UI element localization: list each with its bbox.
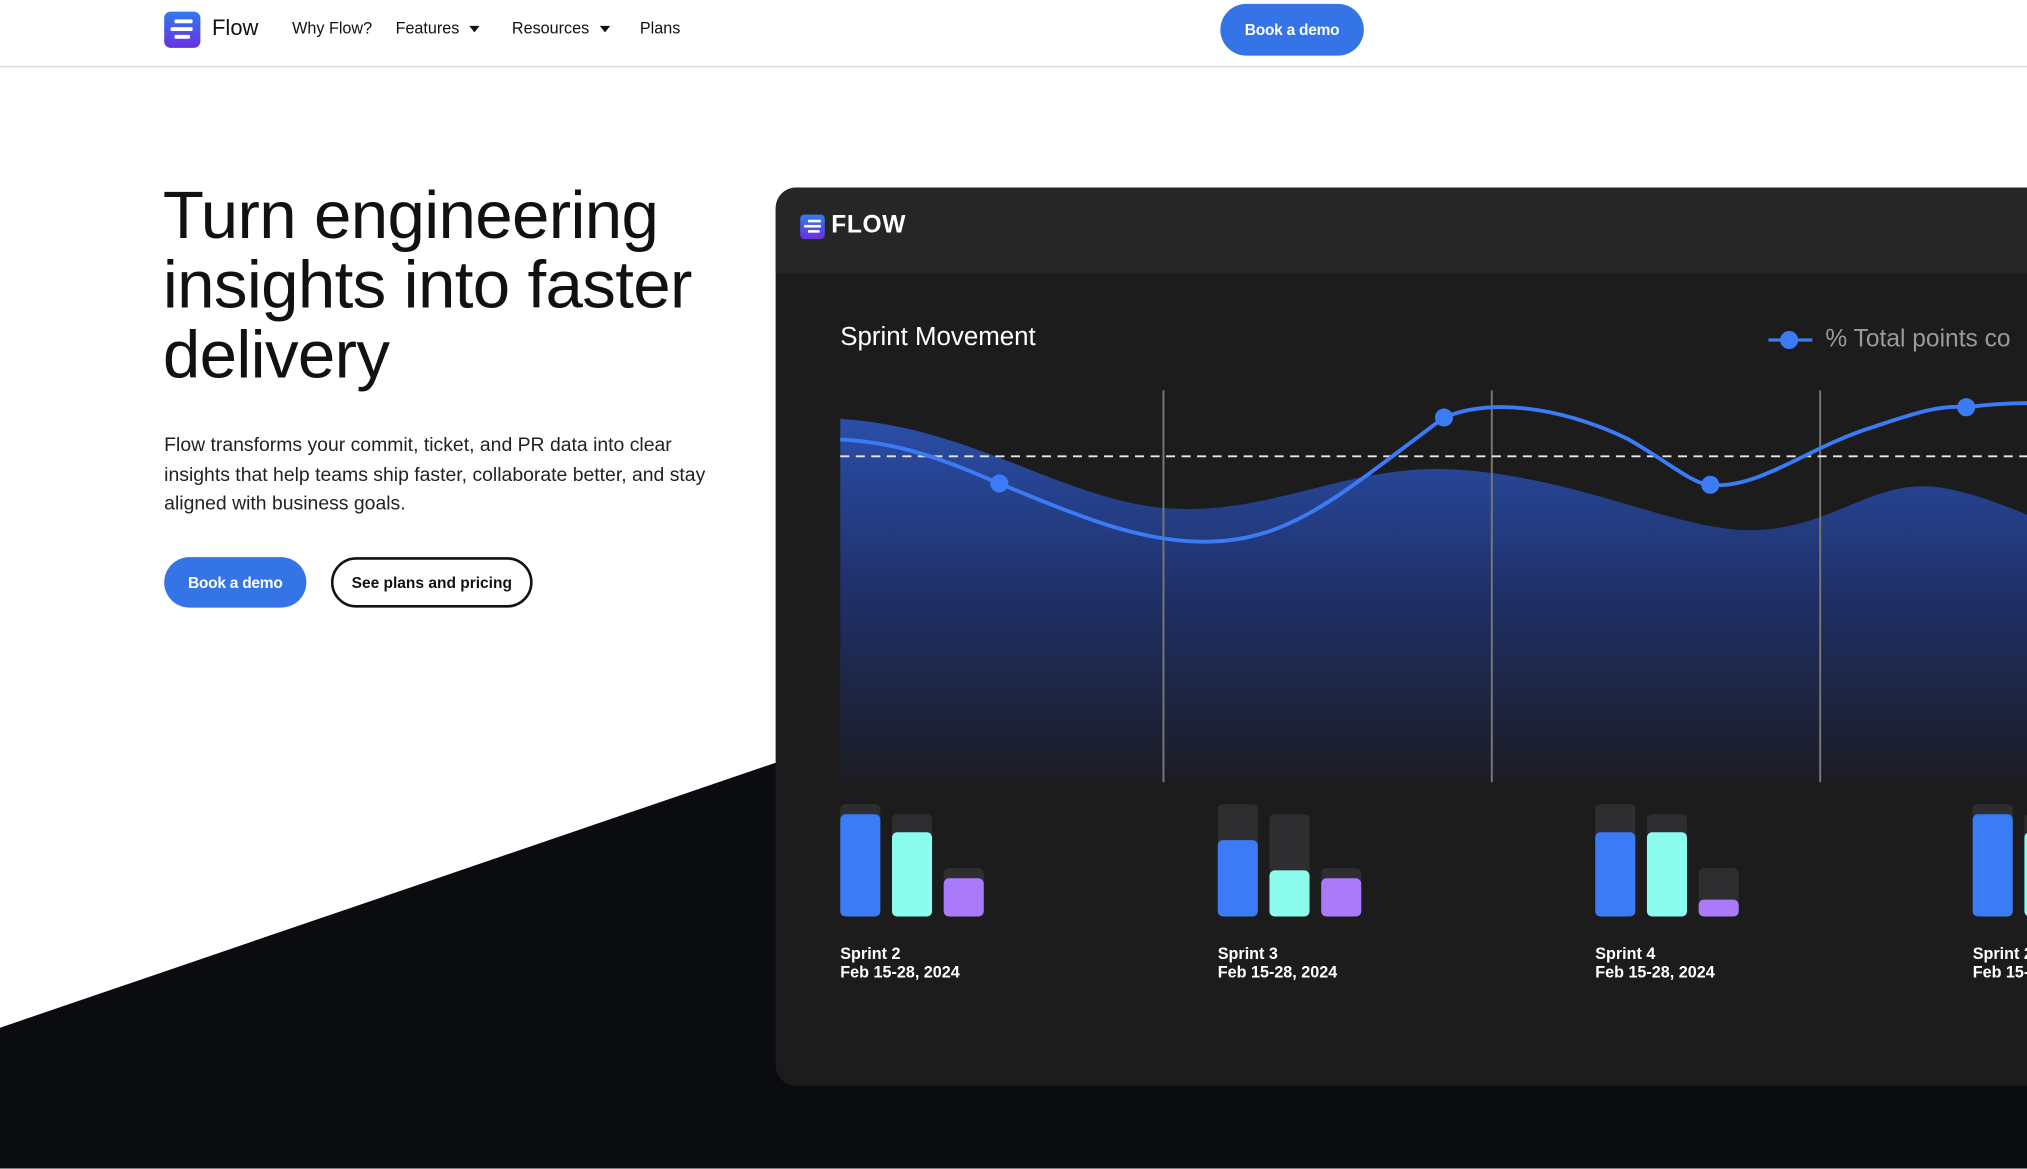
sprint-name: Sprint 2 [1972, 944, 2027, 964]
bar[interactable] [1595, 832, 1636, 917]
bar[interactable] [1269, 870, 1310, 917]
flow-logo-icon[interactable] [164, 11, 201, 48]
bar[interactable] [1698, 899, 1739, 917]
line-series [840, 401, 2027, 544]
bar[interactable] [2024, 832, 2027, 916]
nav-resources-label: Resources [511, 19, 590, 38]
bar[interactable] [1217, 840, 1258, 917]
sprint-name: Sprint 2 [840, 944, 901, 964]
line-point[interactable] [1701, 475, 1720, 494]
bar[interactable] [840, 814, 881, 917]
sprint-label: Sprint 2 Feb 15-28, 2024 [840, 945, 959, 981]
top-nav: Flow Why Flow? Features Resources Plans … [0, 0, 2027, 68]
line-point[interactable] [1957, 398, 1976, 417]
see-plans-button[interactable]: See plans and pricing [330, 557, 533, 608]
hero-title: Turn engineering insights into faster de… [162, 178, 693, 393]
panel-brand: FLOW [831, 212, 907, 240]
chart-legend: % Total points co [1768, 325, 2011, 354]
nav-book-demo-button[interactable]: Book a demo [1220, 3, 1364, 56]
sprint-name: Sprint 3 [1217, 944, 1278, 964]
hero-book-demo-button[interactable]: Book a demo [164, 557, 307, 608]
chart-title: Sprint Movement [840, 323, 1036, 352]
brand-name[interactable]: Flow [212, 15, 259, 41]
sprint-label: Sprint 3 Feb 15-28, 2024 [1218, 945, 1337, 981]
sprint-movement-chart [840, 390, 2027, 917]
sprint-dates: Feb 15- [1972, 963, 2027, 982]
sprint-label: Sprint 2 Feb 15- [1973, 945, 2027, 981]
bar[interactable] [891, 832, 933, 917]
sprint-dates: Feb 15-28, 2024 [840, 963, 960, 982]
bar[interactable] [943, 878, 984, 917]
bar[interactable] [1972, 814, 2013, 917]
panel-header: FLOW [775, 187, 2027, 273]
nav-plans[interactable]: Plans [639, 19, 681, 38]
nav-resources[interactable]: Resources [512, 19, 610, 37]
sprint-dates: Feb 15-28, 2024 [1217, 963, 1338, 982]
nav-features[interactable]: Features [395, 19, 481, 38]
sprint-dates: Feb 15-28, 2024 [1595, 963, 1715, 982]
nav-why-flow[interactable]: Why Flow? [292, 19, 373, 38]
chevron-down-icon [469, 26, 481, 33]
sprint-label: Sprint 4 Feb 15-28, 2024 [1595, 945, 1714, 981]
flow-logo-icon [800, 214, 825, 240]
legend-line-dot-icon [1768, 330, 1813, 350]
area-series [840, 418, 2027, 783]
line-point[interactable] [990, 474, 1009, 493]
dashboard-preview: FLOW Sprint Movement % Total points co [775, 187, 2027, 1086]
legend-label: % Total points co [1825, 325, 2011, 353]
hero-description: Flow transforms your commit, ticket, and… [164, 434, 706, 515]
chevron-down-icon [599, 26, 610, 33]
line-point[interactable] [1434, 408, 1454, 427]
bar[interactable] [1321, 878, 1362, 917]
nav-features-label: Features [395, 19, 460, 38]
sprint-name: Sprint 4 [1595, 944, 1656, 964]
bar[interactable] [1646, 832, 1688, 917]
